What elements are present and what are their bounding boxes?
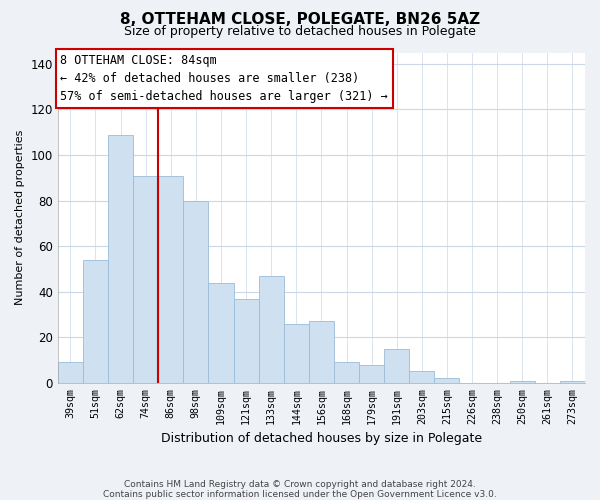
Bar bbox=[409, 372, 434, 383]
Bar bbox=[284, 324, 309, 383]
Bar bbox=[158, 176, 184, 383]
Text: Contains HM Land Registry data © Crown copyright and database right 2024.: Contains HM Land Registry data © Crown c… bbox=[124, 480, 476, 489]
Bar bbox=[560, 380, 585, 383]
Text: 8 OTTEHAM CLOSE: 84sqm
← 42% of detached houses are smaller (238)
57% of semi-de: 8 OTTEHAM CLOSE: 84sqm ← 42% of detached… bbox=[61, 54, 388, 103]
Text: Contains public sector information licensed under the Open Government Licence v3: Contains public sector information licen… bbox=[103, 490, 497, 499]
Bar bbox=[509, 380, 535, 383]
Bar bbox=[259, 276, 284, 383]
Bar bbox=[108, 134, 133, 383]
Bar bbox=[233, 298, 259, 383]
X-axis label: Distribution of detached houses by size in Polegate: Distribution of detached houses by size … bbox=[161, 432, 482, 445]
Text: 8, OTTEHAM CLOSE, POLEGATE, BN26 5AZ: 8, OTTEHAM CLOSE, POLEGATE, BN26 5AZ bbox=[120, 12, 480, 28]
Bar bbox=[208, 282, 233, 383]
Bar bbox=[359, 364, 384, 383]
Bar bbox=[83, 260, 108, 383]
Text: Size of property relative to detached houses in Polegate: Size of property relative to detached ho… bbox=[124, 25, 476, 38]
Bar bbox=[58, 362, 83, 383]
Y-axis label: Number of detached properties: Number of detached properties bbox=[15, 130, 25, 306]
Bar bbox=[384, 348, 409, 383]
Bar bbox=[309, 322, 334, 383]
Bar bbox=[334, 362, 359, 383]
Bar bbox=[133, 176, 158, 383]
Bar bbox=[434, 378, 460, 383]
Bar bbox=[184, 200, 208, 383]
